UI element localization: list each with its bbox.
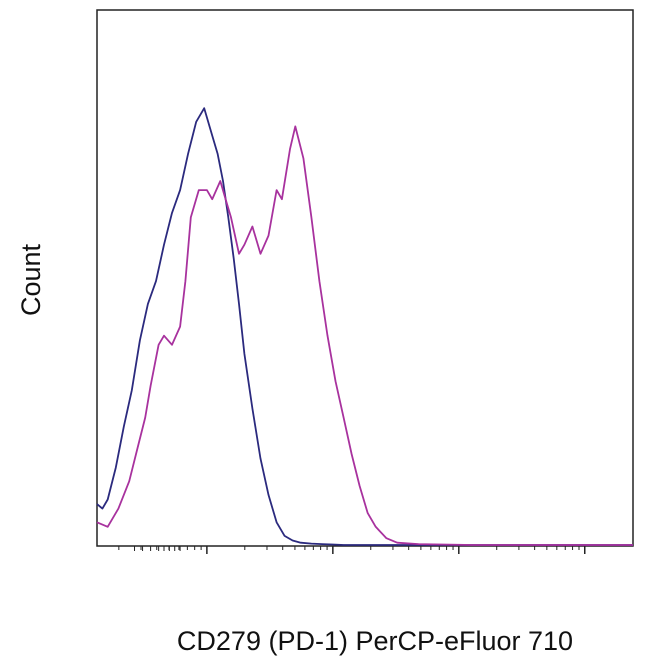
series-group [96,107,633,546]
plot-frame [96,9,634,547]
y-axis-label: Count [16,243,46,316]
x-axis-label: CD279 (PD-1) PerCP-eFluor 710 [177,626,573,656]
x-axis-ticks [118,546,586,554]
series-line-2 [96,125,633,546]
series-line-1 [96,107,633,546]
